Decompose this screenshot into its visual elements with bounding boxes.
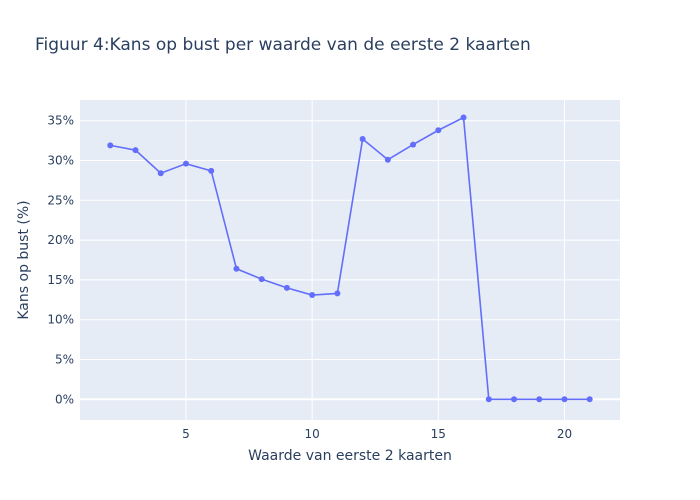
data-point	[536, 396, 543, 403]
x-tick-label: 5	[182, 427, 190, 441]
y-tick-label: 0%	[55, 392, 74, 406]
y-tick-label: 30%	[47, 153, 74, 167]
data-point	[258, 276, 265, 283]
data-point	[410, 141, 417, 148]
data-point	[334, 290, 341, 297]
data-point	[460, 114, 467, 121]
y-tick-label: 15%	[47, 273, 74, 287]
data-point	[485, 396, 492, 403]
x-tick-label: 15	[431, 427, 446, 441]
y-tick-label: 5%	[55, 353, 74, 367]
data-point	[283, 284, 290, 291]
data-point	[157, 170, 164, 177]
y-axis-title: Kans op bust (%)	[16, 200, 32, 319]
y-tick-label: 25%	[47, 193, 74, 207]
x-tick-label: 10	[305, 427, 320, 441]
data-point	[511, 396, 518, 403]
y-tick-label: 35%	[47, 114, 74, 128]
data-point	[233, 265, 240, 272]
x-axis: 5 10 15 20	[182, 427, 572, 441]
data-point	[132, 147, 139, 154]
series-line	[110, 116, 590, 401]
x-tick-label: 20	[557, 427, 572, 441]
y-tick-label: 20%	[47, 233, 74, 247]
y-axis: 0% 5% 10% 15% 20% 25% 30% 35%	[47, 114, 74, 407]
y-tick-label: 10%	[47, 313, 74, 327]
data-point	[182, 160, 189, 167]
data-point	[435, 127, 442, 134]
plot-area	[80, 100, 620, 420]
x-axis-title: Waarde van eerste 2 kaarten	[248, 448, 452, 464]
data-point	[586, 396, 593, 403]
data-point	[208, 167, 215, 174]
series-points	[107, 114, 593, 403]
data-point	[309, 292, 316, 299]
data-point	[107, 142, 114, 149]
data-point	[561, 396, 568, 403]
data-point	[359, 136, 366, 143]
chart-title: Figuur 4:Kans op bust per waarde van de …	[35, 35, 531, 55]
data-point	[384, 156, 391, 163]
